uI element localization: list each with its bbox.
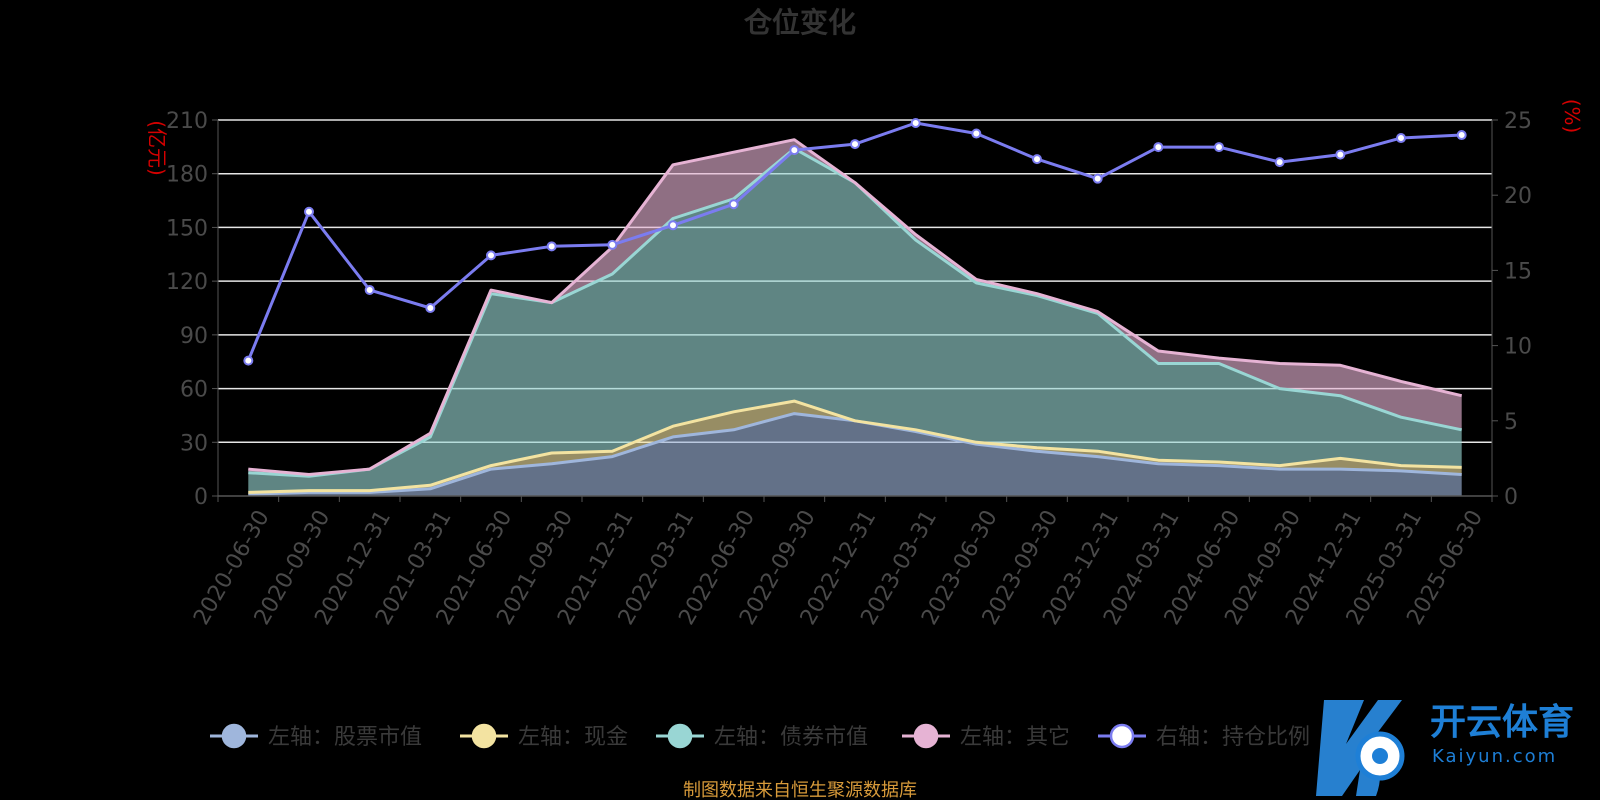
left-tick-label: 150 <box>166 216 208 241</box>
left-axis: 0 30 60 90 120 150 180 210 <box>166 109 219 510</box>
ratio-point[interactable] <box>1335 149 1346 160</box>
ratio-point[interactable] <box>304 206 314 217</box>
stacked-areas <box>248 139 1462 496</box>
legend-item[interactable]: 左轴：股票市值 <box>210 723 422 750</box>
legend-marker <box>913 723 939 749</box>
series-line-4 <box>248 138 1463 476</box>
left-axis-unit: (亿元) <box>145 120 169 176</box>
right-axis: 0 5 10 15 20 25 <box>1491 109 1532 510</box>
right-tick-label: 10 <box>1504 335 1532 360</box>
ratio-point[interactable] <box>1153 142 1164 153</box>
watermark-logo: 开云体育 Kaiyun.com <box>1316 700 1574 796</box>
legend-marker <box>471 723 497 749</box>
ratio-point[interactable] <box>1214 142 1224 153</box>
right-tick-label: 5 <box>1504 410 1518 435</box>
legend-label: 左轴：债券市值 <box>714 725 868 750</box>
left-tick-label: 120 <box>166 270 208 295</box>
right-axis-unit: (%) <box>1560 99 1584 134</box>
area-3 <box>248 148 1462 493</box>
watermark-big: 开云体育 <box>1430 702 1574 743</box>
ball-icon <box>1316 700 1405 796</box>
legend-marker <box>667 723 693 749</box>
right-tick-label: 15 <box>1504 259 1532 284</box>
left-tick-label: 30 <box>180 431 208 456</box>
ratio-point[interactable] <box>668 220 678 231</box>
ratio-point[interactable] <box>1092 173 1103 184</box>
legend-label: 右轴：持仓比例 <box>1156 725 1310 750</box>
ratio-point[interactable] <box>243 355 254 366</box>
left-tick-label: 0 <box>194 485 208 510</box>
series-line-2 <box>248 399 1462 494</box>
watermark-small: Kaiyun.com <box>1432 746 1557 767</box>
legend-item[interactable]: 左轴：其它 <box>902 723 1070 750</box>
legend-label: 左轴：其它 <box>960 725 1070 750</box>
ratio-point[interactable] <box>1032 154 1042 165</box>
ratio-point[interactable] <box>1396 133 1406 144</box>
right-tick-label: 0 <box>1504 485 1518 510</box>
ratio-point[interactable] <box>728 199 739 210</box>
ratio-point[interactable] <box>1274 157 1285 168</box>
legend-item[interactable]: 左轴：现金 <box>460 723 628 750</box>
left-tick-label: 180 <box>166 163 208 188</box>
source-note: 制图数据来自恒生聚源数据库 <box>683 780 917 800</box>
left-tick-label: 90 <box>180 324 208 349</box>
legend-item[interactable]: 左轴：债券市值 <box>656 723 868 750</box>
right-tick-label: 20 <box>1504 184 1532 209</box>
ratio-point[interactable] <box>1456 130 1467 141</box>
ratio-point[interactable] <box>546 241 557 252</box>
ratio-point[interactable] <box>910 118 921 129</box>
chart-title: 仓位变化 <box>744 6 856 39</box>
left-tick-label: 210 <box>166 109 208 134</box>
legend: 左轴：股票市值 左轴：现金 左轴：债券市值 左轴：其它 右轴：持仓比例 <box>210 723 1310 750</box>
legend-marker <box>1109 723 1135 749</box>
x-axis: 2020-06-302020-09-302020-12-312021-03-31… <box>189 495 1493 629</box>
legend-label: 左轴：现金 <box>518 725 628 750</box>
ratio-point[interactable] <box>789 145 800 156</box>
ratio-point[interactable] <box>971 128 982 139</box>
left-tick-label: 60 <box>180 378 208 403</box>
ratio-point[interactable] <box>486 250 496 261</box>
legend-marker <box>221 723 247 749</box>
legend-label: 左轴：股票市值 <box>268 725 422 750</box>
right-tick-label: 25 <box>1504 109 1532 134</box>
ratio-point[interactable] <box>364 284 375 295</box>
legend-item[interactable]: 右轴：持仓比例 <box>1098 723 1310 750</box>
ratio-point[interactable] <box>850 139 860 150</box>
area-1 <box>248 413 1462 496</box>
ratio-point[interactable] <box>425 303 436 313</box>
ratio-points <box>243 118 1467 366</box>
ratio-point[interactable] <box>607 239 618 250</box>
